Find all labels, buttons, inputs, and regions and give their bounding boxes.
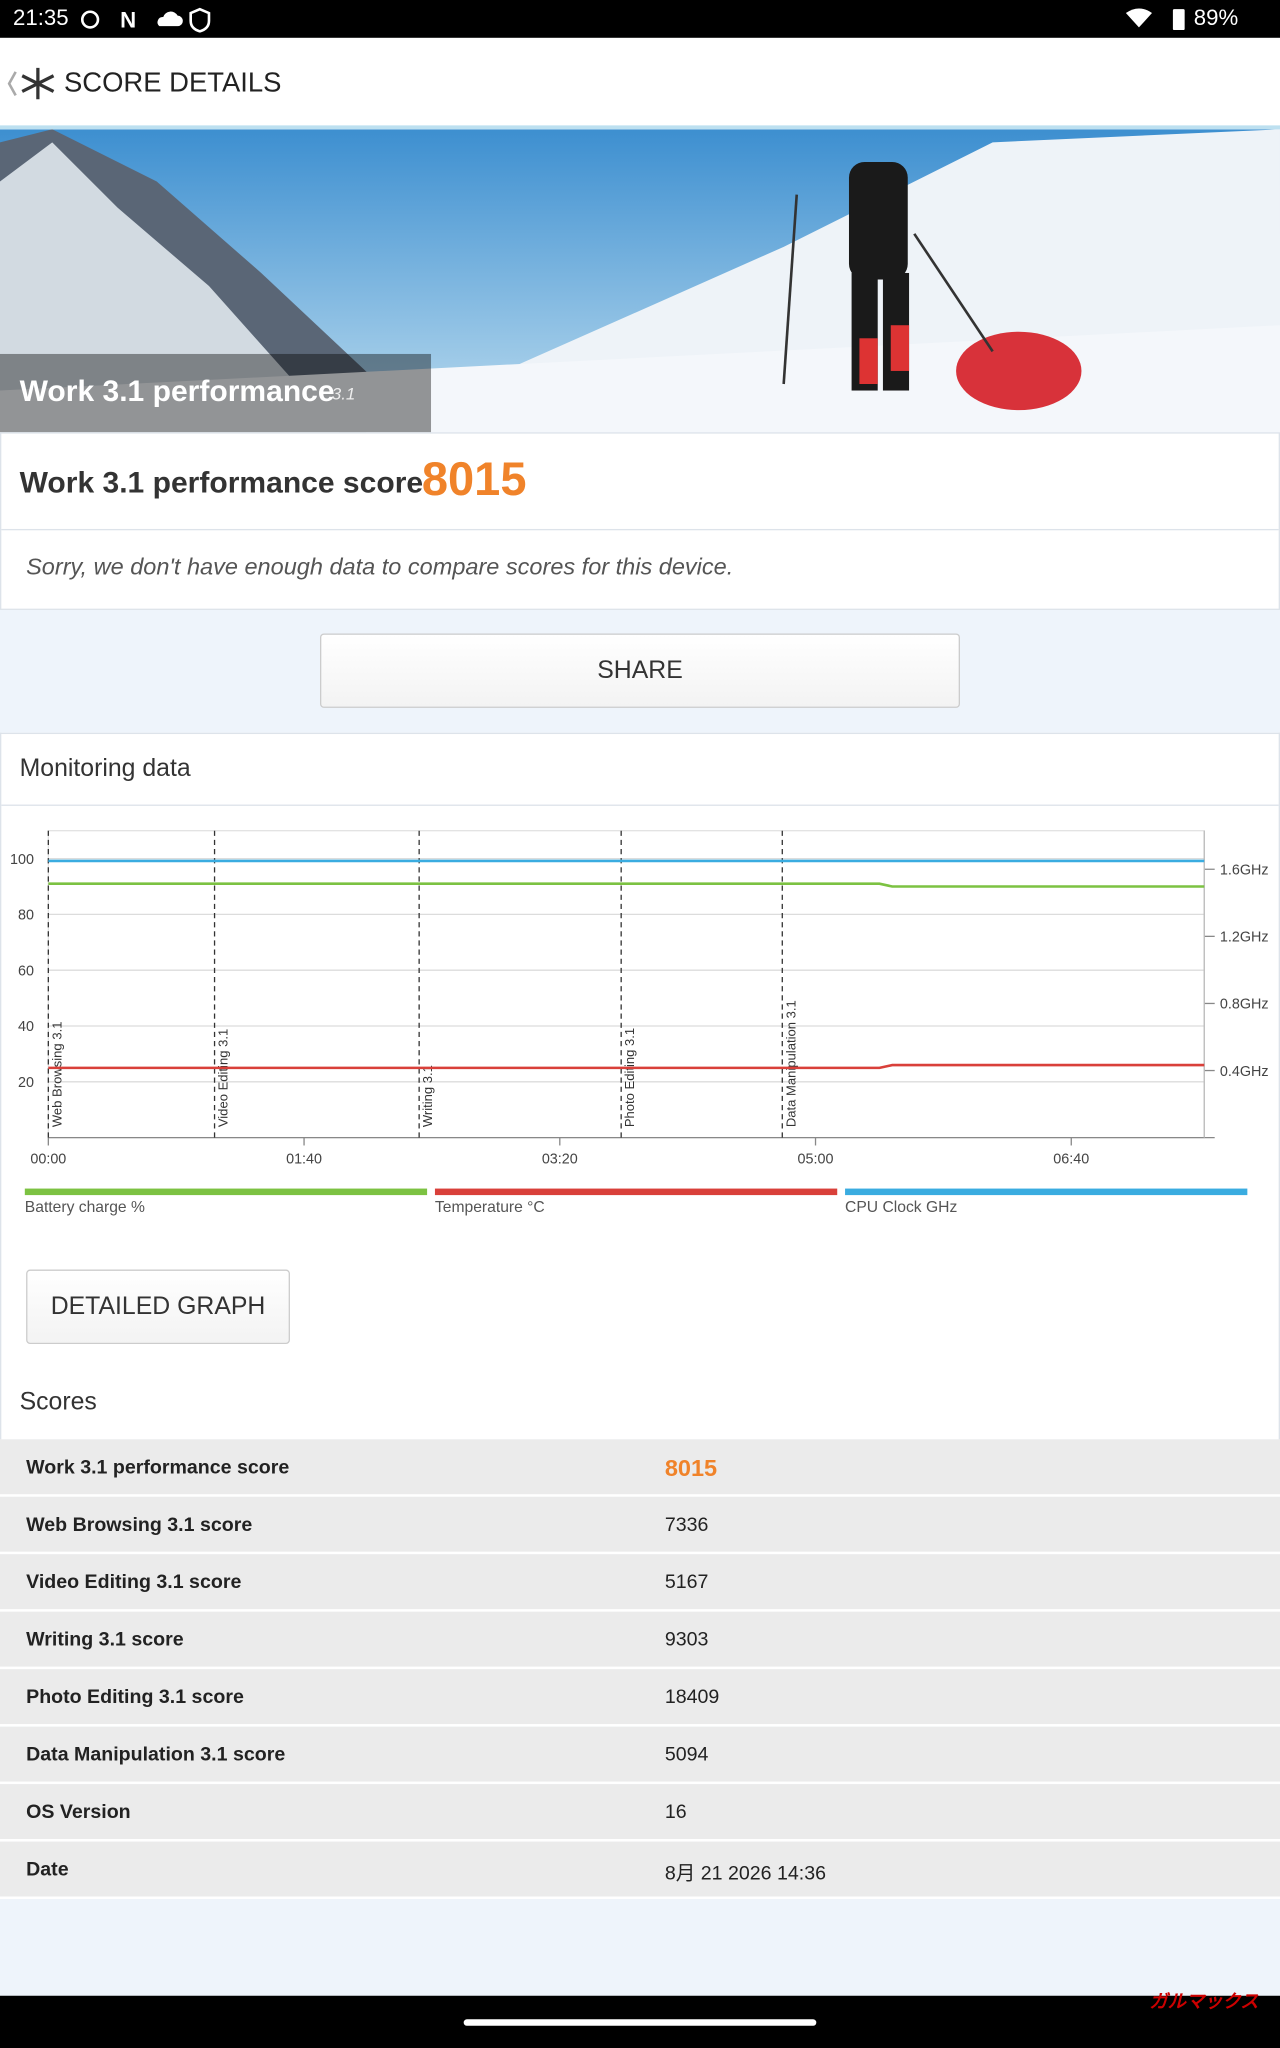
status-right-icons [1125,8,1185,31]
legend-swatch [845,1188,1248,1196]
nav-bar: ガルマックス [0,1991,1280,2048]
plot-area [47,830,1205,1139]
scores-title: Scores [19,1388,97,1416]
legend-label: CPU Clock GHz [845,1199,957,1216]
score-value: 18409 [664,1686,720,1709]
score-row: Work 3.1 performance score 8015 [0,1439,1280,1497]
back-button[interactable] [5,64,60,103]
score-value: 16 [664,1801,687,1824]
y-tick-label: 20 [18,1075,34,1091]
banner: Work 3.1 performance 3.1 [0,129,1280,433]
home-indicator[interactable] [463,2019,817,2026]
score-name: Photo Editing 3.1 score [26,1686,244,1709]
score-row: OS Version 16 [0,1784,1280,1842]
y2-tick-label: 1.2GHz [1220,930,1269,946]
score-name: Writing 3.1 score [26,1628,184,1651]
x-tick-label: 06:40 [1053,1152,1089,1168]
score-value: 9303 [664,1628,709,1651]
score-value: 7336 [664,1513,709,1536]
x-tick-label: 03:20 [542,1152,578,1168]
score-value: 8015 [421,451,527,506]
x-tick-label: 00:00 [30,1152,66,1168]
detailed-graph-button[interactable]: DETAILED GRAPH [26,1269,290,1344]
score-name: OS Version [26,1801,131,1824]
score-name: Video Editing 3.1 score [26,1571,242,1594]
score-value: 8015 [664,1455,718,1482]
banner-title: Work 3.1 performance [19,373,335,408]
score-name: Web Browsing 3.1 score [26,1513,253,1536]
legend-label: Battery charge % [25,1199,145,1216]
share-button[interactable]: SHARE [319,633,960,708]
score-row: Web Browsing 3.1 score 7336 [0,1496,1280,1555]
clock: 21:35 [13,5,69,31]
score-value: 5094 [664,1743,709,1766]
score-value: 8月 21 2026 14:36 [664,1862,827,1885]
status-icons: N [80,7,211,33]
score-row: Video Editing 3.1 score 5167 [0,1554,1280,1612]
monitoring-title: Monitoring data [19,754,191,783]
score-row: Data Manipulation 3.1 score 5094 [0,1726,1280,1785]
phase-label: Data Manipulation 3.1 [783,1000,798,1127]
phase-label: Video Editing 3.1 [216,1029,231,1127]
y-tick-label: 80 [18,908,34,924]
watermark: ガルマックス [1149,1990,1259,2012]
battery-level: 89% [1193,5,1239,31]
score-name: Date [26,1858,69,1881]
y2-tick-label: 0.8GHz [1220,997,1269,1013]
y-tick-label: 100 [10,852,34,868]
y-tick-label: 40 [18,1019,34,1035]
score-name: Data Manipulation 3.1 score [26,1743,286,1766]
score-row: Writing 3.1 score 9303 [0,1611,1280,1670]
series-line [48,1063,1205,1070]
screen-title: SCORE DETAILS [63,67,282,98]
score-label: Work 3.1 performance score [19,464,424,499]
x-tick-label: 05:00 [798,1152,834,1168]
legend-swatch [24,1188,428,1196]
series-line [48,882,1205,888]
svg-text:N: N [120,7,136,32]
score-value: 5167 [664,1571,709,1594]
x-tick-label: 01:40 [286,1152,322,1168]
compare-note: Sorry, we don't have enough data to comp… [26,553,734,580]
status-bar: 21:35 N 89% [0,0,1280,38]
legend-swatch [434,1188,838,1196]
score-name: Work 3.1 performance score [26,1456,290,1479]
app-bar: SCORE DETAILS [0,37,1280,130]
legend-label: Temperature °C [435,1199,545,1216]
phase-label: Writing 3.1 [420,1065,435,1127]
phase-label: Web Browsing 3.1 [49,1022,64,1128]
scores-table: Work 3.1 performance score 8015 Web Browsi… [0,1439,1280,1900]
score-row: Photo Editing 3.1 score 18409 [0,1669,1280,1727]
y2-tick-label: 1.6GHz [1220,862,1269,878]
y-tick-label: 60 [18,963,34,979]
phase-label: Photo Editing 3.1 [622,1028,637,1127]
score-row: Date 8月 21 2026 14:36 [0,1841,1280,1900]
y2-tick-label: 0.4GHz [1220,1064,1269,1080]
banner-version: 3.1 [331,383,356,404]
monitoring-chart: 20 40 60 80 100 0.4GHz 0.8GHz 1.2GHz 1.6GHz 00:00… [10,830,1269,1216]
monitoring-card: Monitoring data 20 40 60 80 100 0.4GHz 0.8GHz 1… [0,732,1280,1440]
banner-image [0,129,1280,433]
score-card: Work 3.1 performance score 8015 Sorry, w… [0,432,1280,610]
